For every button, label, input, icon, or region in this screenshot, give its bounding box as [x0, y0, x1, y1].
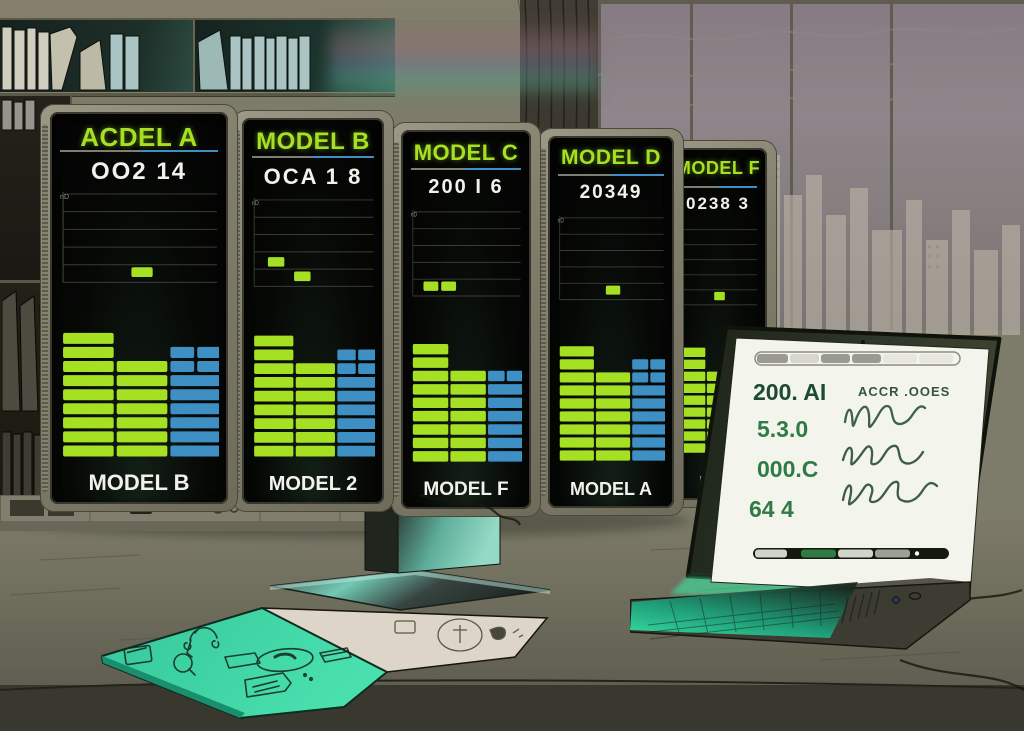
svg-text:ACCR .OOES: ACCR .OOES — [858, 384, 950, 399]
svg-text:64 4: 64 4 — [749, 496, 794, 522]
svg-text:200. AI: 200. AI — [753, 379, 826, 405]
svg-text:5.3.0: 5.3.0 — [757, 416, 808, 442]
svg-text:000.C: 000.C — [757, 456, 818, 482]
